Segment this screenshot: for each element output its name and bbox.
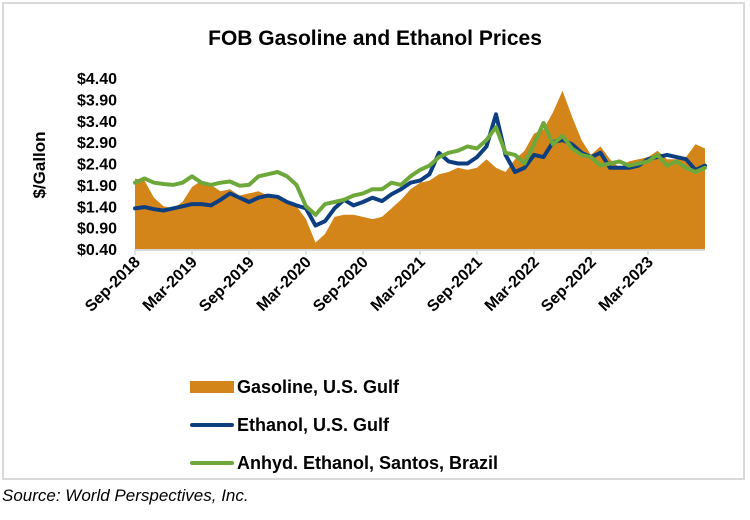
x-tick-label: Sep-2019 [196,254,258,316]
x-tick-labels: Sep-2018Mar-2019Sep-2019Mar-2020Sep-2020… [82,254,657,316]
legend-item-gasoline: Gasoline, U.S. Gulf [190,368,498,406]
x-tick-label: Mar-2021 [368,254,429,315]
legend-swatch-ethanol-brazil [190,461,234,465]
x-tick-label: Mar-2020 [254,254,315,315]
y-tick-label: $2.90 [77,135,117,152]
legend-swatch-gasoline [190,381,234,393]
x-tick-label: Mar-2023 [596,254,657,315]
legend: Gasoline, U.S. Gulf Ethanol, U.S. Gulf A… [190,368,498,482]
y-tick-label: $3.40 [77,114,117,131]
y-axis: $4.40 $3.90 $3.40 $2.90 $2.40 $1.90 $1.40 $0.90… [77,71,117,259]
y-tick-label: $0.90 [77,221,117,238]
x-tick-label: Sep-2022 [538,254,600,316]
legend-label-ethanol-us: Ethanol, U.S. Gulf [237,414,389,435]
legend-label-gasoline: Gasoline, U.S. Gulf [237,376,400,397]
series-line-ethanol-us [133,112,707,228]
legend-item-ethanol-brazil: Anhyd. Ethanol, Santos, Brazil [190,444,498,482]
y-tick-label: $0.40 [77,242,117,259]
x-axis [134,249,705,255]
x-tick-label: Mar-2022 [482,254,543,315]
chart-title: FOB Gasoline and Ethanol Prices [208,27,542,50]
x-tick-label: Sep-2021 [424,254,486,316]
series-line-ethanol-brazil [133,120,707,217]
x-tick-label: Sep-2018 [82,254,144,316]
x-tick-label: Mar-2019 [140,254,201,315]
y-tick-label: $1.90 [77,178,117,195]
source-note: Source: World Perspectives, Inc. [2,486,249,505]
legend-swatch-ethanol-us [190,423,234,427]
line-layer [133,112,707,228]
area-layer [135,90,705,249]
y-tick-label: $1.40 [77,199,117,216]
y-tick-label: $3.90 [77,92,117,109]
x-tick-label: Sep-2020 [310,254,372,316]
y-tick-label: $4.40 [77,71,117,88]
legend-label-ethanol-brazil: Anhyd. Ethanol, Santos, Brazil [237,452,499,473]
y-tick-label: $2.40 [77,157,117,174]
legend-item-ethanol-us: Ethanol, U.S. Gulf [190,406,498,444]
series-area-gasoline [135,90,705,249]
